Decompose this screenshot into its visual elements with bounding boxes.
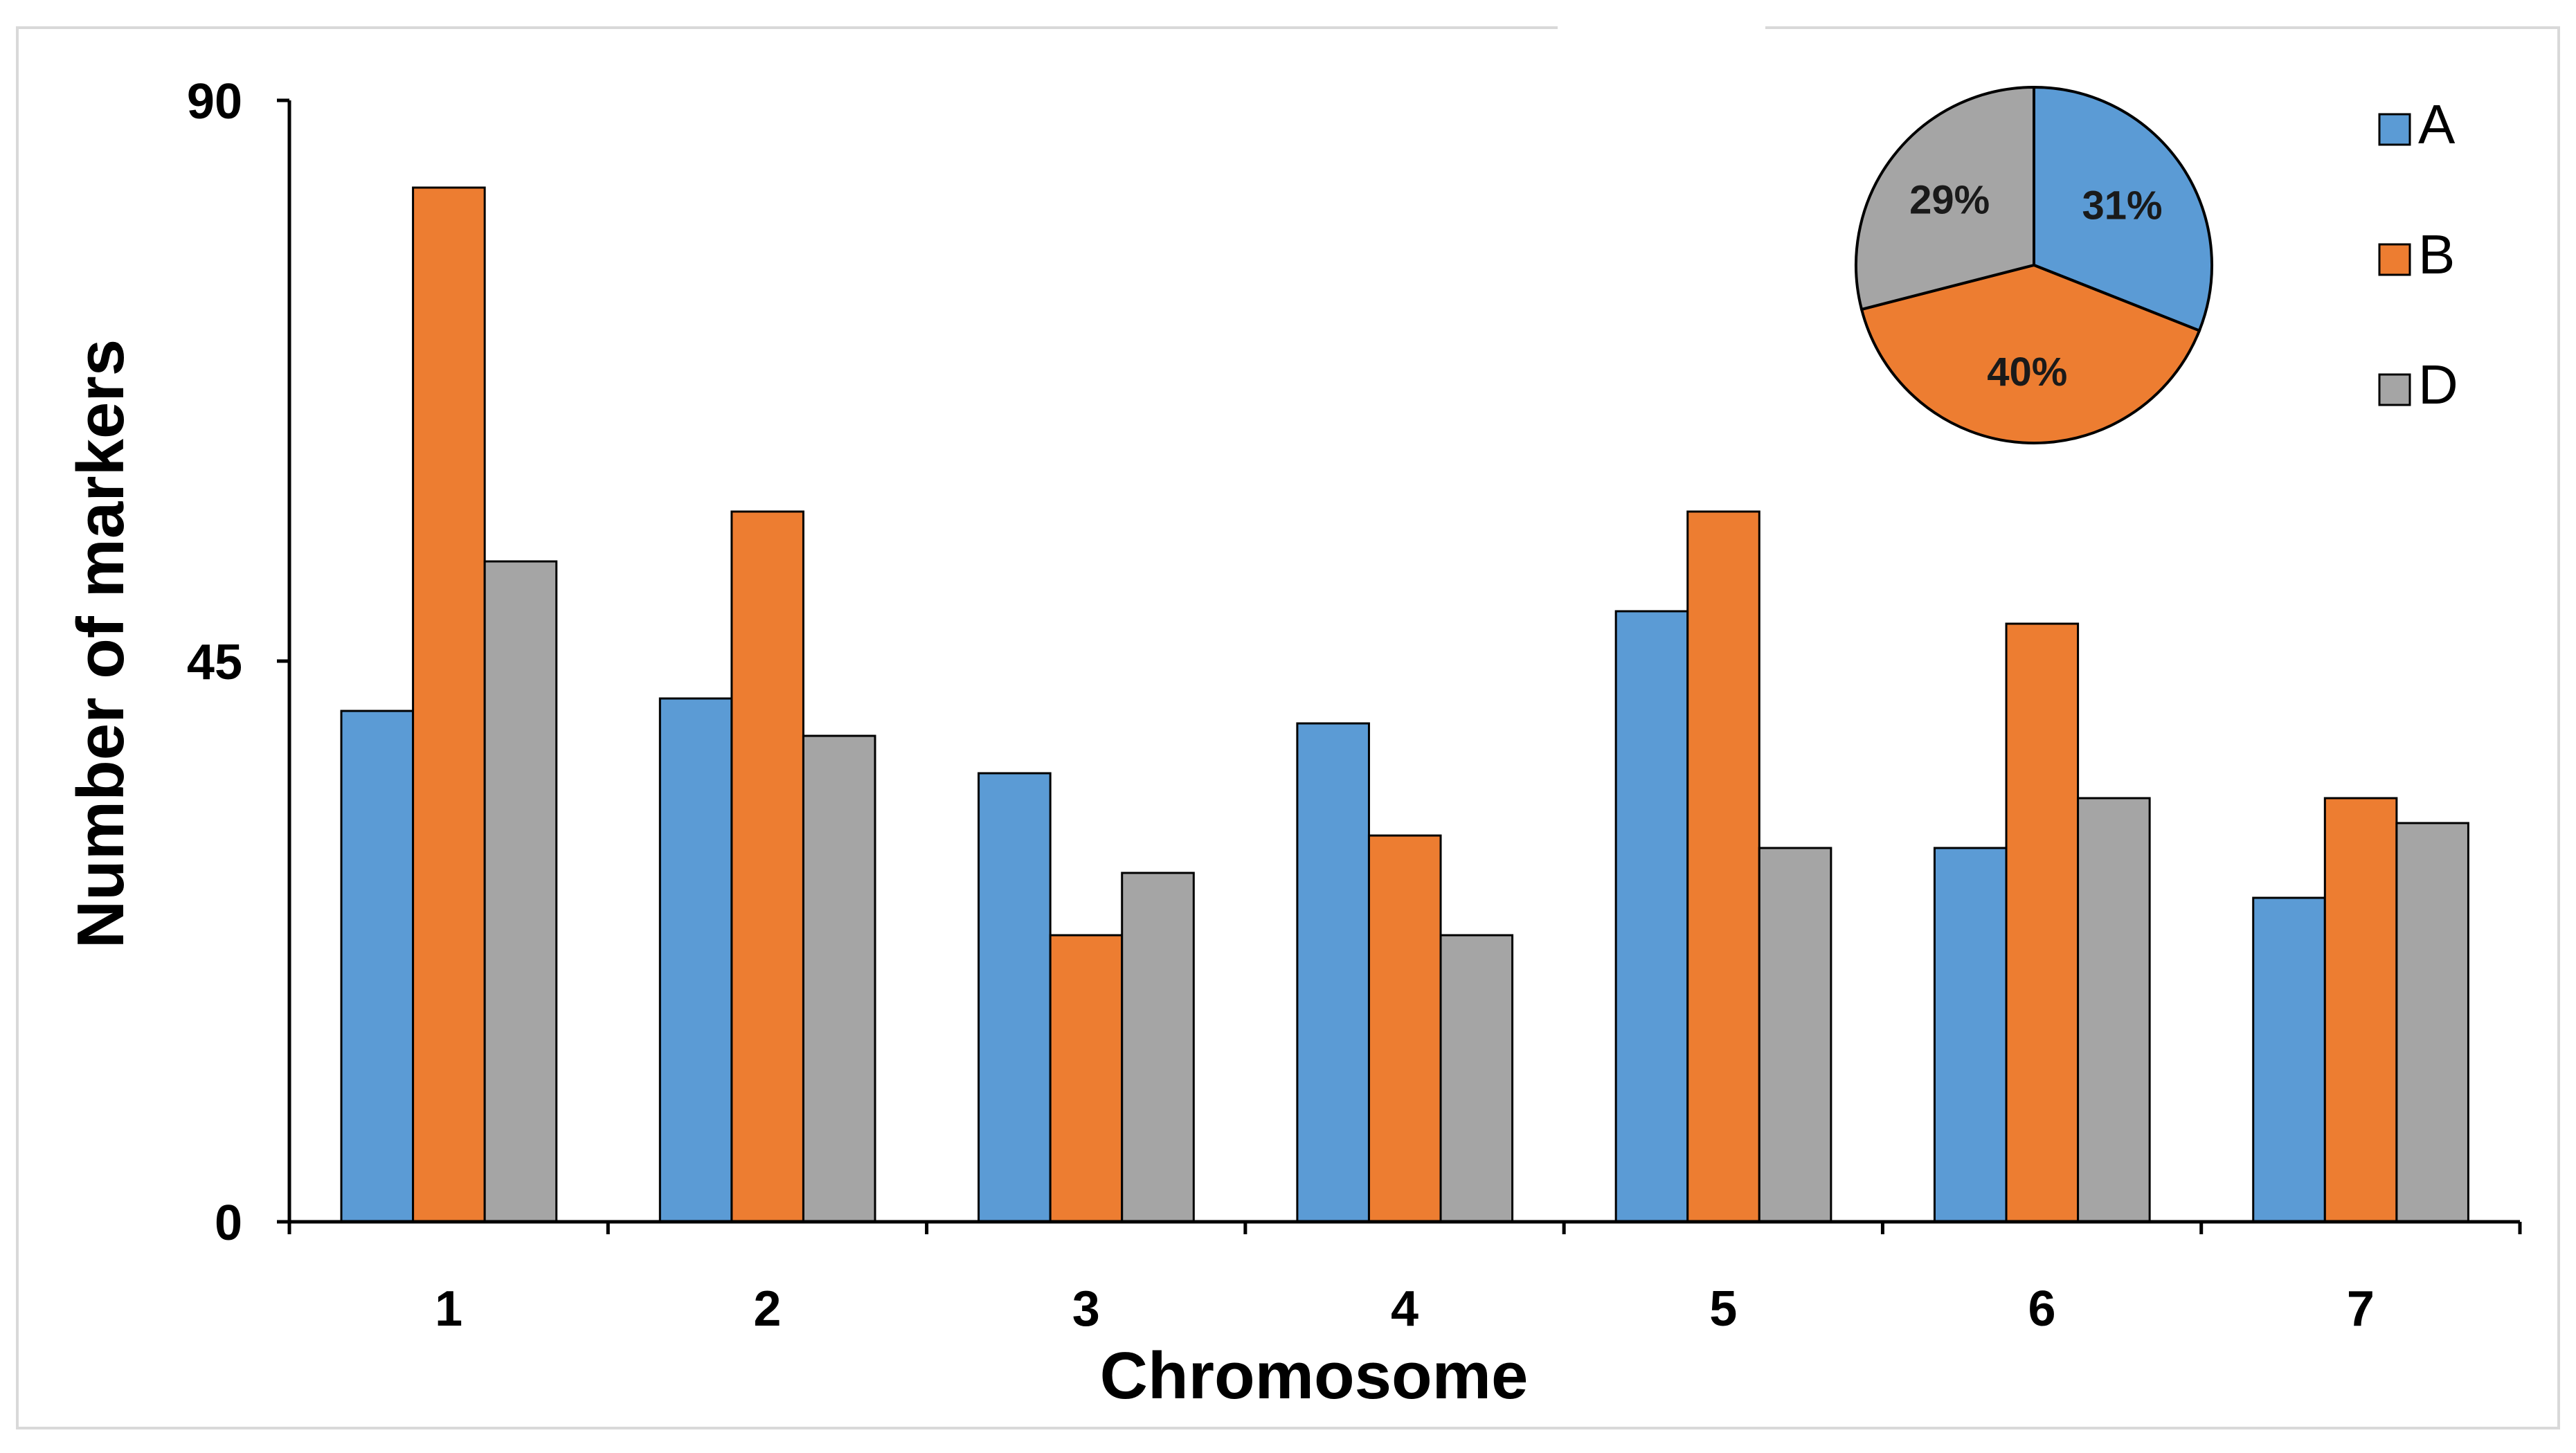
bar-A-chr4 [1296,722,1370,1223]
y-tick-label: 45 [187,635,242,690]
legend-label-D: D [2418,354,2458,415]
pie-slice-A [2033,85,2213,333]
bar-B-chr1 [412,186,486,1223]
y-axis-title: Number of markers [64,339,138,948]
pie-label-B: 40% [1987,350,2067,395]
legend: A B D [2378,93,2458,415]
x-tick-label-7: 7 [2347,1281,2375,1337]
bar-A-chr1 [340,710,415,1223]
x-tick-label-5: 5 [1709,1281,1737,1337]
bar-D-chr6 [2077,797,2151,1223]
pie-label-A: 31% [2082,183,2162,228]
bar-D-chr1 [483,560,558,1223]
bar-B-chr7 [2323,797,2398,1223]
x-tick-label-2: 2 [753,1281,781,1337]
x-axis-title: Chromosome [1100,1339,1529,1413]
legend-label-A: A [2418,93,2456,155]
bar-B-chr4 [1367,834,1442,1223]
bar-A-chr2 [658,697,733,1223]
chart-frame [16,26,2560,1429]
pie-chart: 31% 40% 29% [1854,85,2213,444]
y-ticks: 0 45 90 [187,74,289,1251]
bar-D-chr2 [802,734,876,1223]
legend-swatch-A [2378,113,2411,146]
x-tick-label-4: 4 [1391,1281,1418,1337]
x-tick-label-3: 3 [1072,1281,1100,1337]
legend-label-B: B [2418,224,2455,285]
pie-label-D: 29% [1909,177,1990,222]
pie-slice-D [1854,85,2035,312]
frame-gap [1558,17,1765,38]
bar-B-chr3 [1049,934,1124,1223]
bar-A-chr5 [1614,610,1689,1223]
bar-A-chr3 [978,772,1052,1223]
bar-D-chr7 [2395,822,2469,1223]
x-ticks: 1 2 3 4 5 6 7 [287,1222,2522,1337]
x-tick-label-1: 1 [435,1281,462,1337]
legend-swatch-B [2378,243,2411,276]
bar-B-chr5 [1686,510,1760,1223]
y-tick-label: 90 [187,74,242,129]
bar-B-chr2 [730,510,804,1223]
bar-D-chr4 [1439,934,1514,1223]
x-tick-label-6: 6 [2028,1281,2056,1337]
bar-A-chr7 [2252,896,2326,1223]
y-tick-label: 0 [215,1195,242,1251]
bar-group [340,186,2469,1223]
bar-D-chr3 [1121,872,1195,1223]
bar-D-chr5 [1758,847,1832,1223]
bar-A-chr6 [1933,847,2008,1223]
bar-B-chr6 [2005,622,2080,1223]
pie-slice-B [1859,263,2201,444]
legend-swatch-D [2378,373,2411,406]
